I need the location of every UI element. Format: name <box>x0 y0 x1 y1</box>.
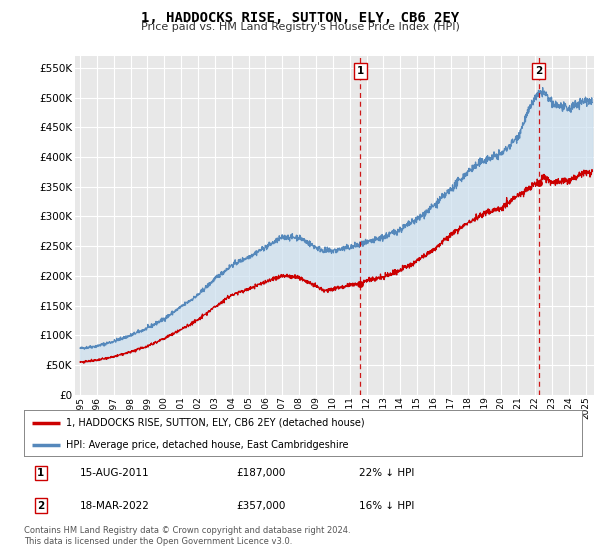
Text: £357,000: £357,000 <box>236 501 286 511</box>
Text: Contains HM Land Registry data © Crown copyright and database right 2024.
This d: Contains HM Land Registry data © Crown c… <box>24 526 350 546</box>
Text: 22% ↓ HPI: 22% ↓ HPI <box>359 468 414 478</box>
Text: 18-MAR-2022: 18-MAR-2022 <box>80 501 149 511</box>
Text: 1, HADDOCKS RISE, SUTTON, ELY, CB6 2EY: 1, HADDOCKS RISE, SUTTON, ELY, CB6 2EY <box>141 11 459 25</box>
Text: Price paid vs. HM Land Registry's House Price Index (HPI): Price paid vs. HM Land Registry's House … <box>140 22 460 32</box>
Text: 2: 2 <box>37 501 44 511</box>
Text: 2: 2 <box>535 66 542 76</box>
Text: 1: 1 <box>37 468 44 478</box>
Text: HPI: Average price, detached house, East Cambridgeshire: HPI: Average price, detached house, East… <box>66 440 349 450</box>
Text: 15-AUG-2011: 15-AUG-2011 <box>80 468 149 478</box>
Text: 1, HADDOCKS RISE, SUTTON, ELY, CB6 2EY (detached house): 1, HADDOCKS RISE, SUTTON, ELY, CB6 2EY (… <box>66 418 364 428</box>
Text: 1: 1 <box>356 66 364 76</box>
Text: 16% ↓ HPI: 16% ↓ HPI <box>359 501 414 511</box>
Text: £187,000: £187,000 <box>236 468 286 478</box>
